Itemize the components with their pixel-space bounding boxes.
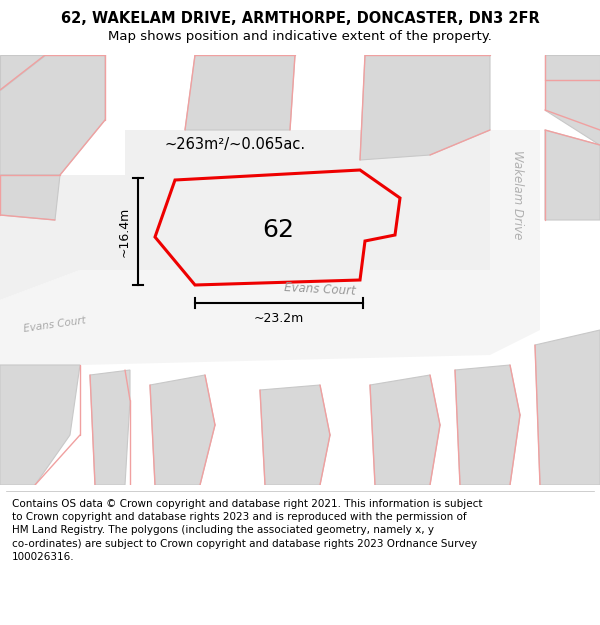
Polygon shape xyxy=(0,55,105,175)
Polygon shape xyxy=(125,130,490,270)
Text: Contains OS data © Crown copyright and database right 2021. This information is : Contains OS data © Crown copyright and d… xyxy=(12,499,482,562)
Text: Evans Court: Evans Court xyxy=(284,281,356,298)
Polygon shape xyxy=(0,175,125,300)
Polygon shape xyxy=(360,55,490,160)
Polygon shape xyxy=(490,130,540,330)
Polygon shape xyxy=(370,375,440,485)
Text: ~16.4m: ~16.4m xyxy=(118,206,131,257)
Text: Evans Court: Evans Court xyxy=(23,316,87,334)
Polygon shape xyxy=(0,270,540,365)
Polygon shape xyxy=(545,130,600,220)
Polygon shape xyxy=(90,370,130,485)
Text: Map shows position and indicative extent of the property.: Map shows position and indicative extent… xyxy=(108,30,492,43)
Polygon shape xyxy=(545,55,600,80)
Polygon shape xyxy=(0,175,60,220)
Polygon shape xyxy=(0,365,80,485)
Polygon shape xyxy=(0,55,45,90)
Polygon shape xyxy=(545,55,600,145)
Text: ~263m²/~0.065ac.: ~263m²/~0.065ac. xyxy=(164,138,305,152)
Polygon shape xyxy=(260,385,330,485)
Text: 62, WAKELAM DRIVE, ARMTHORPE, DONCASTER, DN3 2FR: 62, WAKELAM DRIVE, ARMTHORPE, DONCASTER,… xyxy=(61,11,539,26)
Polygon shape xyxy=(155,170,400,285)
Polygon shape xyxy=(455,365,520,485)
Polygon shape xyxy=(535,330,600,485)
Text: Wakelam Drive: Wakelam Drive xyxy=(511,150,524,239)
Text: ~23.2m: ~23.2m xyxy=(254,311,304,324)
Polygon shape xyxy=(185,55,295,130)
Text: 62: 62 xyxy=(262,218,294,242)
Polygon shape xyxy=(150,375,215,485)
